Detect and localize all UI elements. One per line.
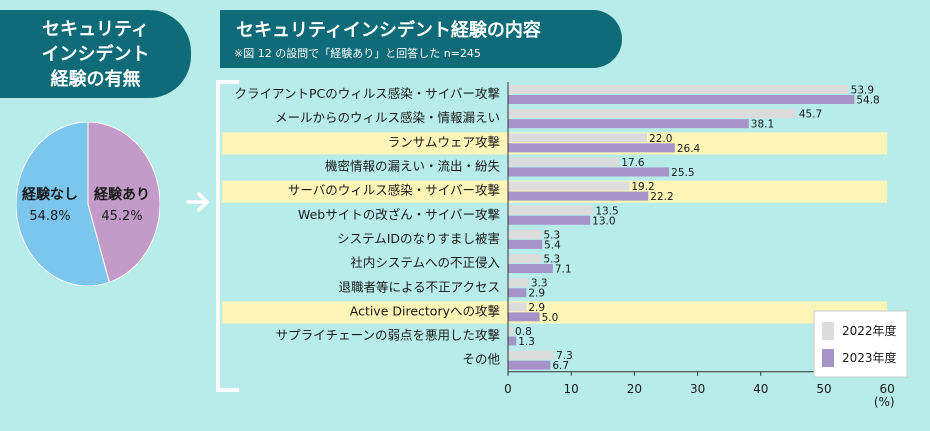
- bar: [508, 119, 749, 129]
- pie-value-experience: 45.2%: [101, 209, 142, 224]
- bar-value-label: 0.8: [515, 326, 532, 338]
- bar: [508, 360, 551, 370]
- bar: [508, 229, 542, 239]
- category-label: 機密情報の漏えい・流出・紛失: [325, 159, 501, 174]
- arrow-right-icon: [186, 192, 209, 212]
- category-label: システムIDのなりすまし被害: [337, 231, 500, 246]
- pie-label-no-experience: 経験なし: [22, 186, 78, 203]
- bar: [508, 336, 517, 346]
- chart-section-header: セキュリティインシデント経験の内容 ※図 12 の設問で「経験あり」と回答した …: [220, 10, 622, 68]
- bar-value-label: 38.1: [751, 119, 774, 131]
- x-axis-unit: (%): [874, 395, 895, 409]
- bar-value-label: 25.5: [671, 167, 694, 179]
- bar: [508, 302, 527, 312]
- bar-value-label: 22.0: [649, 133, 672, 145]
- bar: [508, 181, 630, 191]
- legend-box: [813, 310, 908, 378]
- bar: [508, 239, 543, 249]
- bar-value-label: 7.3: [556, 350, 573, 362]
- legend-swatch: [822, 322, 834, 340]
- chart-note: ※図 12 の設問で「経験あり」と回答した n=245: [234, 47, 481, 60]
- bar-value-label: 3.3: [531, 278, 548, 290]
- bar-value-label: 5.0: [542, 312, 559, 324]
- x-tick-label: 30: [690, 382, 705, 396]
- bar: [508, 326, 514, 336]
- pie-chart: 経験なし 54.8% 経験あり 45.2%: [15, 121, 161, 287]
- pie-label-experience: 経験あり: [94, 186, 150, 203]
- x-tick-label: 20: [627, 382, 642, 396]
- bar-value-label: 5.3: [543, 229, 560, 241]
- x-tick-label: 50: [816, 382, 831, 396]
- bracket: [216, 80, 239, 392]
- bar-value-label: 7.1: [555, 264, 572, 276]
- bar-value-label: 19.2: [631, 181, 654, 193]
- bar-value-label: 13.0: [592, 215, 615, 227]
- category-label: Active Directoryへの攻撃: [350, 303, 500, 318]
- bar-value-label: 5.3: [543, 254, 560, 266]
- bar: [508, 264, 553, 274]
- bar: [508, 215, 591, 225]
- pie-slice-no-experience: [15, 121, 110, 287]
- bar: [508, 157, 620, 167]
- bar-value-label: 2.9: [528, 302, 545, 314]
- category-label: 社内システムへの不正侵入: [350, 255, 500, 270]
- category-label: サプライチェーンの弱点を悪用した攻撃: [276, 328, 500, 343]
- pie-value-no-experience: 54.8%: [29, 209, 70, 224]
- bar: [508, 95, 855, 104]
- bar-value-label: 54.8: [856, 95, 879, 107]
- bar-value-label: 1.3: [518, 336, 535, 348]
- bar-value-label: 6.7: [552, 360, 569, 372]
- x-tick-label: 40: [753, 382, 768, 396]
- bar-value-label: 53.9: [851, 85, 874, 97]
- pie-slice-experience: [87, 121, 161, 283]
- pie-section-title: セキュリティ インシデント 経験の有無: [0, 10, 191, 98]
- bar: [508, 167, 670, 177]
- bar: [508, 254, 542, 264]
- bar-value-label: 45.7: [799, 109, 822, 121]
- bar-value-label: 13.5: [595, 205, 618, 217]
- bar-value-label: 5.4: [544, 239, 561, 251]
- x-tick-label: 10: [564, 382, 579, 396]
- bar: [508, 205, 594, 215]
- category-label: ランサムウェア攻撃: [388, 134, 500, 149]
- highlight-band: [222, 301, 888, 324]
- category-label: 退職者等による不正アクセス: [338, 279, 500, 294]
- bar-value-label: 2.9: [528, 288, 545, 300]
- category-label: サーバのウィルス感染・サイバー攻撃: [288, 183, 500, 198]
- x-tick-label: 0: [504, 382, 512, 396]
- category-label: メールからのウィルス感染・情報漏えい: [275, 110, 500, 125]
- legend-label: 2022年度: [842, 323, 897, 338]
- bar: [508, 133, 648, 143]
- legend-label: 2023年度: [842, 350, 897, 365]
- bar: [508, 143, 675, 153]
- bar: [508, 350, 555, 360]
- bar-value-label: 22.2: [650, 191, 673, 203]
- category-label: クライアントPCのウィルス感染・サイバー攻撃: [234, 86, 500, 101]
- legend-swatch: [822, 349, 834, 367]
- bar: [508, 191, 649, 201]
- category-label: その他: [462, 352, 500, 367]
- bar: [508, 312, 540, 322]
- category-label: Webサイトの改ざん・サイバー攻撃: [298, 207, 500, 222]
- bar-value-label: 26.4: [677, 143, 701, 155]
- bar: [508, 85, 849, 94]
- bar: [508, 288, 527, 298]
- bar: [508, 278, 529, 288]
- bar-value-label: 17.6: [621, 157, 645, 169]
- x-tick-label: 60: [880, 382, 895, 396]
- bar: [508, 109, 797, 119]
- chart-title: セキュリティインシデント経験の内容: [236, 20, 541, 41]
